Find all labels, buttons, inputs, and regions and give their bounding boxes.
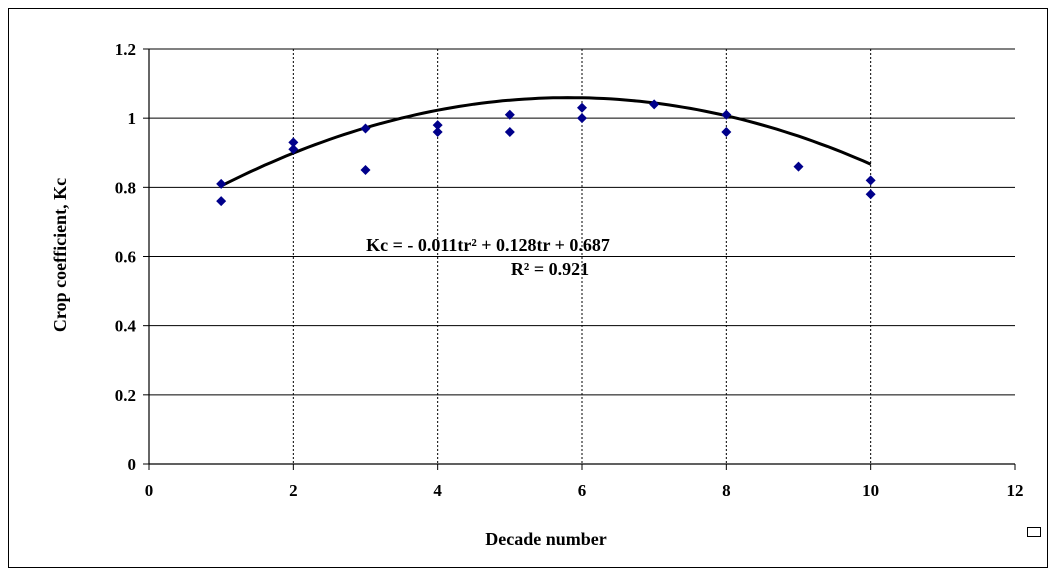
corner-box: [1027, 527, 1041, 537]
trendline: [220, 96, 872, 188]
data-point: [504, 127, 515, 137]
data-point: [432, 120, 443, 131]
scatter-chart: 0 0.2 0.4 0.6 0.8 1 1.2 0 2 4 6 8 10 12 Decade number…: [50, 40, 1024, 549]
trendline-equation: Kc = - 0.011tr² + 0.128tr + 0.687: [366, 235, 610, 255]
data-point: [865, 189, 876, 200]
y-tick-label: 0: [128, 455, 137, 474]
data-point: [360, 123, 371, 134]
x-tick-label: 6: [578, 481, 587, 500]
data-point: [577, 102, 587, 113]
data-points: [216, 99, 876, 207]
data-point: [432, 127, 443, 137]
data-point: [288, 144, 299, 155]
tick-labels: 0 0.2 0.4 0.6 0.8 1 1.2 0 2 4 6 8 10 12: [115, 40, 1024, 500]
data-point: [360, 165, 371, 176]
data-point: [216, 196, 227, 207]
data-point: [288, 137, 299, 148]
data-point: [577, 113, 587, 124]
data-point: [504, 109, 515, 120]
x-tick-label: 4: [433, 481, 442, 500]
trendline-curve: [220, 96, 872, 188]
chart-frame: 0 0.2 0.4 0.6 0.8 1 1.2 0 2 4 6 8 10 12 Decade number…: [8, 8, 1048, 568]
data-point: [649, 99, 660, 110]
axes: [143, 48, 1016, 470]
x-tick-label: 10: [862, 481, 879, 500]
data-point: [793, 161, 804, 172]
y-tick-label: 0.8: [115, 178, 136, 197]
y-tick-label: 1: [128, 109, 137, 128]
x-tick-label: 2: [289, 481, 298, 500]
x-axis-title: Decade number: [485, 529, 606, 549]
y-tick-label: 1.2: [115, 40, 136, 59]
x-tick-label: 8: [722, 481, 731, 500]
x-tick-label: 0: [145, 481, 154, 500]
data-point: [721, 109, 732, 120]
data-point: [216, 178, 227, 189]
y-tick-label: 0.6: [115, 248, 136, 267]
y-tick-label: 0.4: [115, 317, 137, 336]
x-tick-label: 12: [1007, 481, 1024, 500]
r-squared-label: R² = 0.921: [511, 259, 589, 279]
y-axis-title: Crop coefficient, Kc: [50, 178, 70, 332]
y-tick-label: 0.2: [115, 386, 136, 405]
data-point: [865, 175, 876, 186]
data-point: [721, 127, 732, 137]
